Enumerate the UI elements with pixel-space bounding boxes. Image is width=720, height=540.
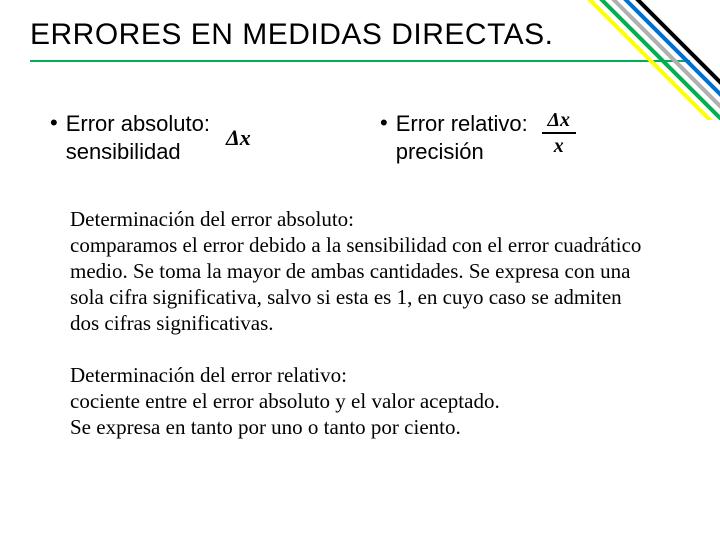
bullet-relative-line1: Error relativo: [396,111,528,136]
bullet-dot-icon: • [50,110,58,136]
paragraph-absolute: Determinación del error absoluto:compara… [0,206,720,336]
formula-relative-numerator: Δx [547,110,570,130]
bullet-absolute-text: Error absoluto: sensibilidad [66,110,210,166]
formula-relative: Δx x [542,110,576,156]
bullet-absolute: • Error absoluto: sensibilidad Δx [50,110,360,166]
bullet-dot-icon: • [380,110,388,136]
formula-relative-denominator: x [554,136,564,156]
title-section: ERRORES EN MEDIDAS DIRECTAS. [0,0,720,62]
formula-absolute: Δx [226,125,251,151]
page-title: ERRORES EN MEDIDAS DIRECTAS. [30,18,690,52]
bullet-row: • Error absoluto: sensibilidad Δx • Erro… [0,62,720,166]
paragraph-relative: Determinación del error relativo:cocient… [0,362,720,440]
bullet-absolute-line1: Error absoluto: [66,111,210,136]
fraction-line-icon [542,132,576,134]
bullet-relative-line2: precisión [396,139,484,164]
bullet-relative: • Error relativo: precisión Δx x [380,110,670,166]
bullet-absolute-line2: sensibilidad [66,139,181,164]
bullet-relative-text: Error relativo: precisión [396,110,528,166]
